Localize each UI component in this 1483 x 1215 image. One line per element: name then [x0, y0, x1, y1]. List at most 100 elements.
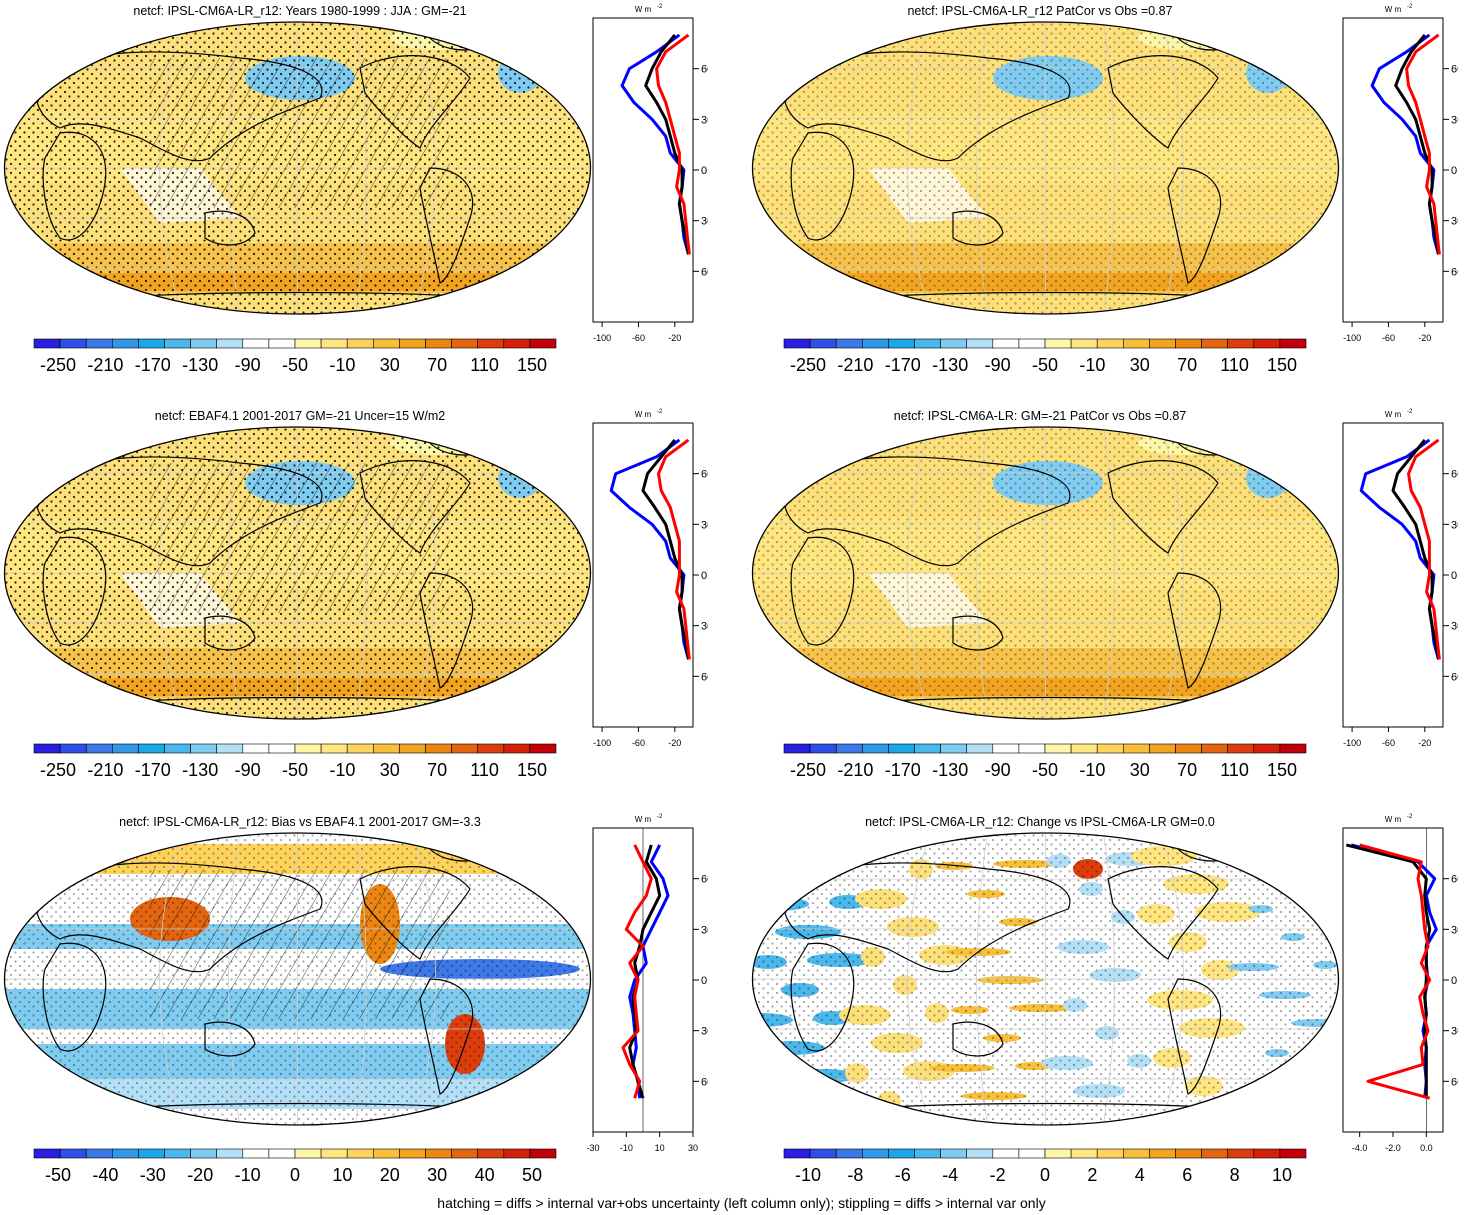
colorbar-tick-label: -210	[837, 760, 873, 780]
north-america-outline	[1107, 866, 1219, 960]
eurasia-outline	[783, 862, 1071, 973]
zonal-units: W m	[635, 815, 652, 824]
colorbar-swatch	[1096, 1148, 1124, 1159]
south-america-outline	[1167, 167, 1222, 284]
colorbar-tick-label: -50	[1032, 760, 1058, 780]
colorbar-swatch	[862, 1148, 889, 1159]
australia-outline	[204, 210, 256, 246]
colorbar-swatch	[346, 1148, 374, 1159]
colorbar-swatch	[1253, 743, 1281, 754]
colorbar-swatch	[862, 338, 889, 349]
colorbar-swatch	[59, 743, 87, 754]
colorbar-tick-label: -130	[182, 760, 218, 780]
colorbar-swatch	[112, 743, 139, 754]
colorbar-swatch	[1070, 1148, 1098, 1159]
zonal-line-ensemble	[1359, 843, 1432, 1100]
map-patcor-r12	[751, 21, 1340, 315]
map-boundary	[751, 426, 1340, 720]
colorbar-swatch	[966, 743, 994, 754]
zonal-lat-label: 60N	[1451, 64, 1458, 76]
colorbar-swatch	[1201, 1148, 1229, 1159]
map-ensemble	[751, 426, 1340, 720]
colorbar-tick-label: 110	[1220, 760, 1249, 780]
panel-title: netcf: IPSL-CM6A-LR_r12 PatCor vs Obs =0…	[907, 4, 1173, 18]
panel-title: netcf: IPSL-CM6A-LR_r12: Bias vs EBAF4.1…	[119, 815, 481, 829]
colorbar-swatch	[85, 338, 113, 349]
colorbar-swatch	[346, 338, 374, 349]
colorbar-swatch	[33, 338, 61, 349]
colorbar-swatch	[888, 338, 915, 349]
colorbar-swatch	[940, 743, 968, 754]
zonal-line-model	[1345, 843, 1432, 1099]
colorbar-swatch	[190, 743, 218, 754]
zonal-lat-label: 60N	[1451, 469, 1458, 481]
colorbar-swatch	[529, 1148, 557, 1159]
zonal-lat-label: 0	[1451, 570, 1457, 582]
zonal-line-obs	[628, 844, 670, 1099]
colorbar-swatch	[940, 338, 968, 349]
colorbar-swatch	[59, 1148, 87, 1159]
change-anomaly-blob	[1243, 847, 1295, 855]
colorbar-swatch	[85, 743, 113, 754]
panel-title: netcf: IPSL-CM6A-LR: GM=-21 PatCor vs Ob…	[893, 409, 1187, 423]
north-america-outline	[1107, 460, 1219, 554]
colorbar-swatch	[85, 1148, 113, 1159]
colorbar-swatch	[1149, 743, 1176, 754]
colorbar-swatch	[888, 1148, 915, 1159]
colorbar-swatch	[1018, 743, 1046, 754]
colorbar-swatch	[294, 1148, 322, 1159]
colorbar-tick-label: -130	[932, 760, 968, 780]
colorbar-swatch	[425, 743, 452, 754]
colorbar-tick-label: -10	[329, 760, 355, 780]
change-anomaly-blob	[1217, 844, 1255, 864]
colorbar-swatch	[320, 1148, 348, 1159]
zonal-x-label: -60	[632, 333, 645, 343]
colorbar-swatch	[940, 1148, 968, 1159]
colorbar-tick-label: -90	[235, 760, 261, 780]
zonal-lat-label: 60N	[701, 874, 708, 886]
colorbar-swatch	[503, 743, 531, 754]
north-america-outline	[359, 55, 471, 149]
africa-outline	[790, 131, 855, 241]
eurasia-outline	[35, 862, 323, 973]
south-america-outline	[419, 572, 474, 689]
australia-outline	[204, 615, 256, 651]
colorbar-swatch	[1227, 743, 1255, 754]
zonal-line-model	[1391, 438, 1440, 660]
colorbar-tick-label: 10	[332, 1165, 352, 1185]
zonal-line-model	[644, 33, 690, 255]
north-america-outline	[359, 460, 471, 554]
south-america-outline	[419, 978, 474, 1095]
colorbar-tick-label: -250	[790, 760, 826, 780]
colorbar-tick-label: 110	[470, 760, 499, 780]
colorbar-tick-label: 30	[1130, 760, 1150, 780]
zonal-lat-label: 30S	[701, 1026, 708, 1038]
colorbar-swatch	[268, 338, 296, 349]
colorbar-tick-label: 30	[1130, 355, 1150, 375]
zonal-units: W m	[635, 5, 652, 14]
colorbar-tick-label: -4	[942, 1165, 958, 1185]
zonal-lat-label: 0	[701, 570, 707, 582]
colorbar-swatch	[783, 743, 811, 754]
colorbar-tick-label: -170	[885, 760, 921, 780]
colorbar-swatch	[1175, 338, 1202, 349]
colorbar-swatch	[1279, 338, 1307, 349]
north-america-outline	[1107, 55, 1219, 149]
colorbar-swatch	[477, 743, 505, 754]
australia-outline	[952, 210, 1004, 246]
colorbar-tick-label: -10	[1079, 355, 1105, 375]
colorbar-tick-label: -90	[985, 355, 1011, 375]
eurasia-outline	[783, 456, 1071, 567]
colorbar-swatch	[1122, 743, 1150, 754]
zonal-x-label: -4.0	[1352, 1143, 1368, 1153]
colorbar-swatch	[268, 1148, 296, 1159]
south-america-outline	[1167, 572, 1222, 689]
australia-outline	[952, 1021, 1004, 1057]
zonal-line-model	[628, 844, 662, 1099]
colorbar-swatch	[1227, 1148, 1255, 1159]
colorbar-swatch	[164, 338, 191, 349]
zonal-lat-label: 30S	[701, 216, 708, 228]
colorbar-swatch	[425, 338, 452, 349]
colorbar-swatch	[399, 338, 426, 349]
zonal-lat-label: 0	[1451, 975, 1457, 987]
